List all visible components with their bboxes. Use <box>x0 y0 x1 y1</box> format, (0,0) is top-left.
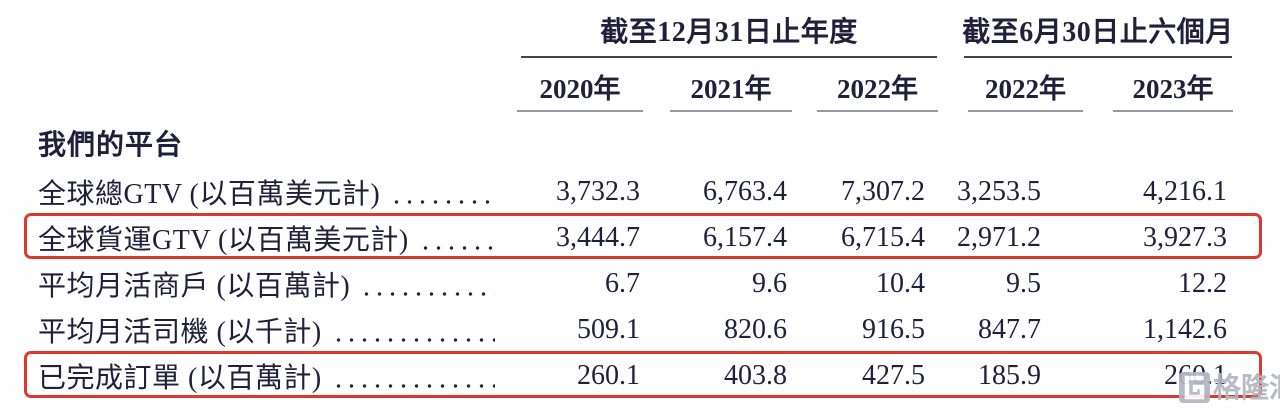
row-label: 平均月活商戶 (以百萬計) <box>38 270 351 302</box>
cell-value: 9.5 <box>1006 267 1041 299</box>
table-row-avg-monthly-active-merchants: 平均月活商戶 (以百萬計) 6.7 9.6 10.4 9.5 12.2 <box>0 260 1280 307</box>
row-label: 全球貨運GTV (以百萬美元計) <box>38 224 409 256</box>
year-header-2021: 2021年 <box>670 72 792 112</box>
cell-value: 9.6 <box>752 267 787 299</box>
year-header-2023-h1: 2023年 <box>1113 72 1233 112</box>
year-header-2022-h1: 2022年 <box>968 72 1083 112</box>
cell-value: 185.9 <box>978 359 1041 391</box>
cell-value: 403.8 <box>724 359 787 391</box>
cell-value: 7,307.2 <box>841 175 925 207</box>
row-label: 已完成訂單 (以百萬計) <box>38 362 322 394</box>
cell-value: 2,971.2 <box>957 221 1041 253</box>
gelonghui-logo-icon <box>1179 372 1210 403</box>
cell-value: 260.1 <box>577 359 640 391</box>
section-header-our-platform: 我們的平台 <box>38 130 184 161</box>
dot-leader <box>416 214 495 261</box>
dot-leader <box>329 306 495 353</box>
row-label: 平均月活司機 (以千計) <box>38 316 322 348</box>
table-row-freight-gtv: 全球貨運GTV (以百萬美元計) 3,444.7 6,157.4 6,715.4… <box>0 214 1280 261</box>
watermark: 格隆汇 <box>1178 371 1280 404</box>
cell-value: 10.4 <box>876 267 925 299</box>
dot-leader <box>388 168 495 215</box>
row-label: 全球總GTV (以百萬美元計) <box>38 178 381 210</box>
column-group-annual: 截至12月31日止年度 <box>521 16 937 58</box>
table-row-avg-monthly-active-drivers: 平均月活司機 (以千計) 509.1 820.6 916.5 847.7 1,1… <box>0 306 1280 353</box>
year-header-2020: 2020年 <box>517 72 643 112</box>
cell-value: 509.1 <box>577 313 640 345</box>
group-header-annual-label: 截至12月31日止年度 <box>600 17 858 48</box>
cell-value: 847.7 <box>978 313 1041 345</box>
cell-value: 6,763.4 <box>703 175 787 207</box>
cell-value: 427.5 <box>862 359 925 391</box>
cell-value: 6,157.4 <box>703 221 787 253</box>
cell-value: 6.7 <box>605 267 640 299</box>
cell-value: 820.6 <box>724 313 787 345</box>
year-header-2022: 2022年 <box>817 72 938 112</box>
table-row-total-gtv: 全球總GTV (以百萬美元計) 3,732.3 6,763.4 7,307.2 … <box>0 168 1280 215</box>
group-header-six-months-label: 截至6月30日止六個月 <box>962 17 1234 48</box>
dot-leader <box>329 352 495 399</box>
cell-value: 3,444.7 <box>556 221 640 253</box>
table-row-completed-orders: 已完成訂單 (以百萬計) 260.1 403.8 427.5 185.9 260… <box>0 352 1280 399</box>
cell-value: 4,216.1 <box>1143 175 1227 207</box>
cell-value: 916.5 <box>862 313 925 345</box>
cell-value: 3,732.3 <box>556 175 640 207</box>
cell-value: 1,142.6 <box>1143 313 1227 345</box>
cell-value: 3,927.3 <box>1143 221 1227 253</box>
column-group-six-months: 截至6月30日止六個月 <box>962 16 1234 58</box>
cell-value: 6,715.4 <box>841 221 925 253</box>
watermark-text: 格隆汇 <box>1213 372 1280 403</box>
cell-value: 12.2 <box>1178 267 1227 299</box>
dot-leader <box>358 260 495 307</box>
cell-value: 3,253.5 <box>957 175 1041 207</box>
